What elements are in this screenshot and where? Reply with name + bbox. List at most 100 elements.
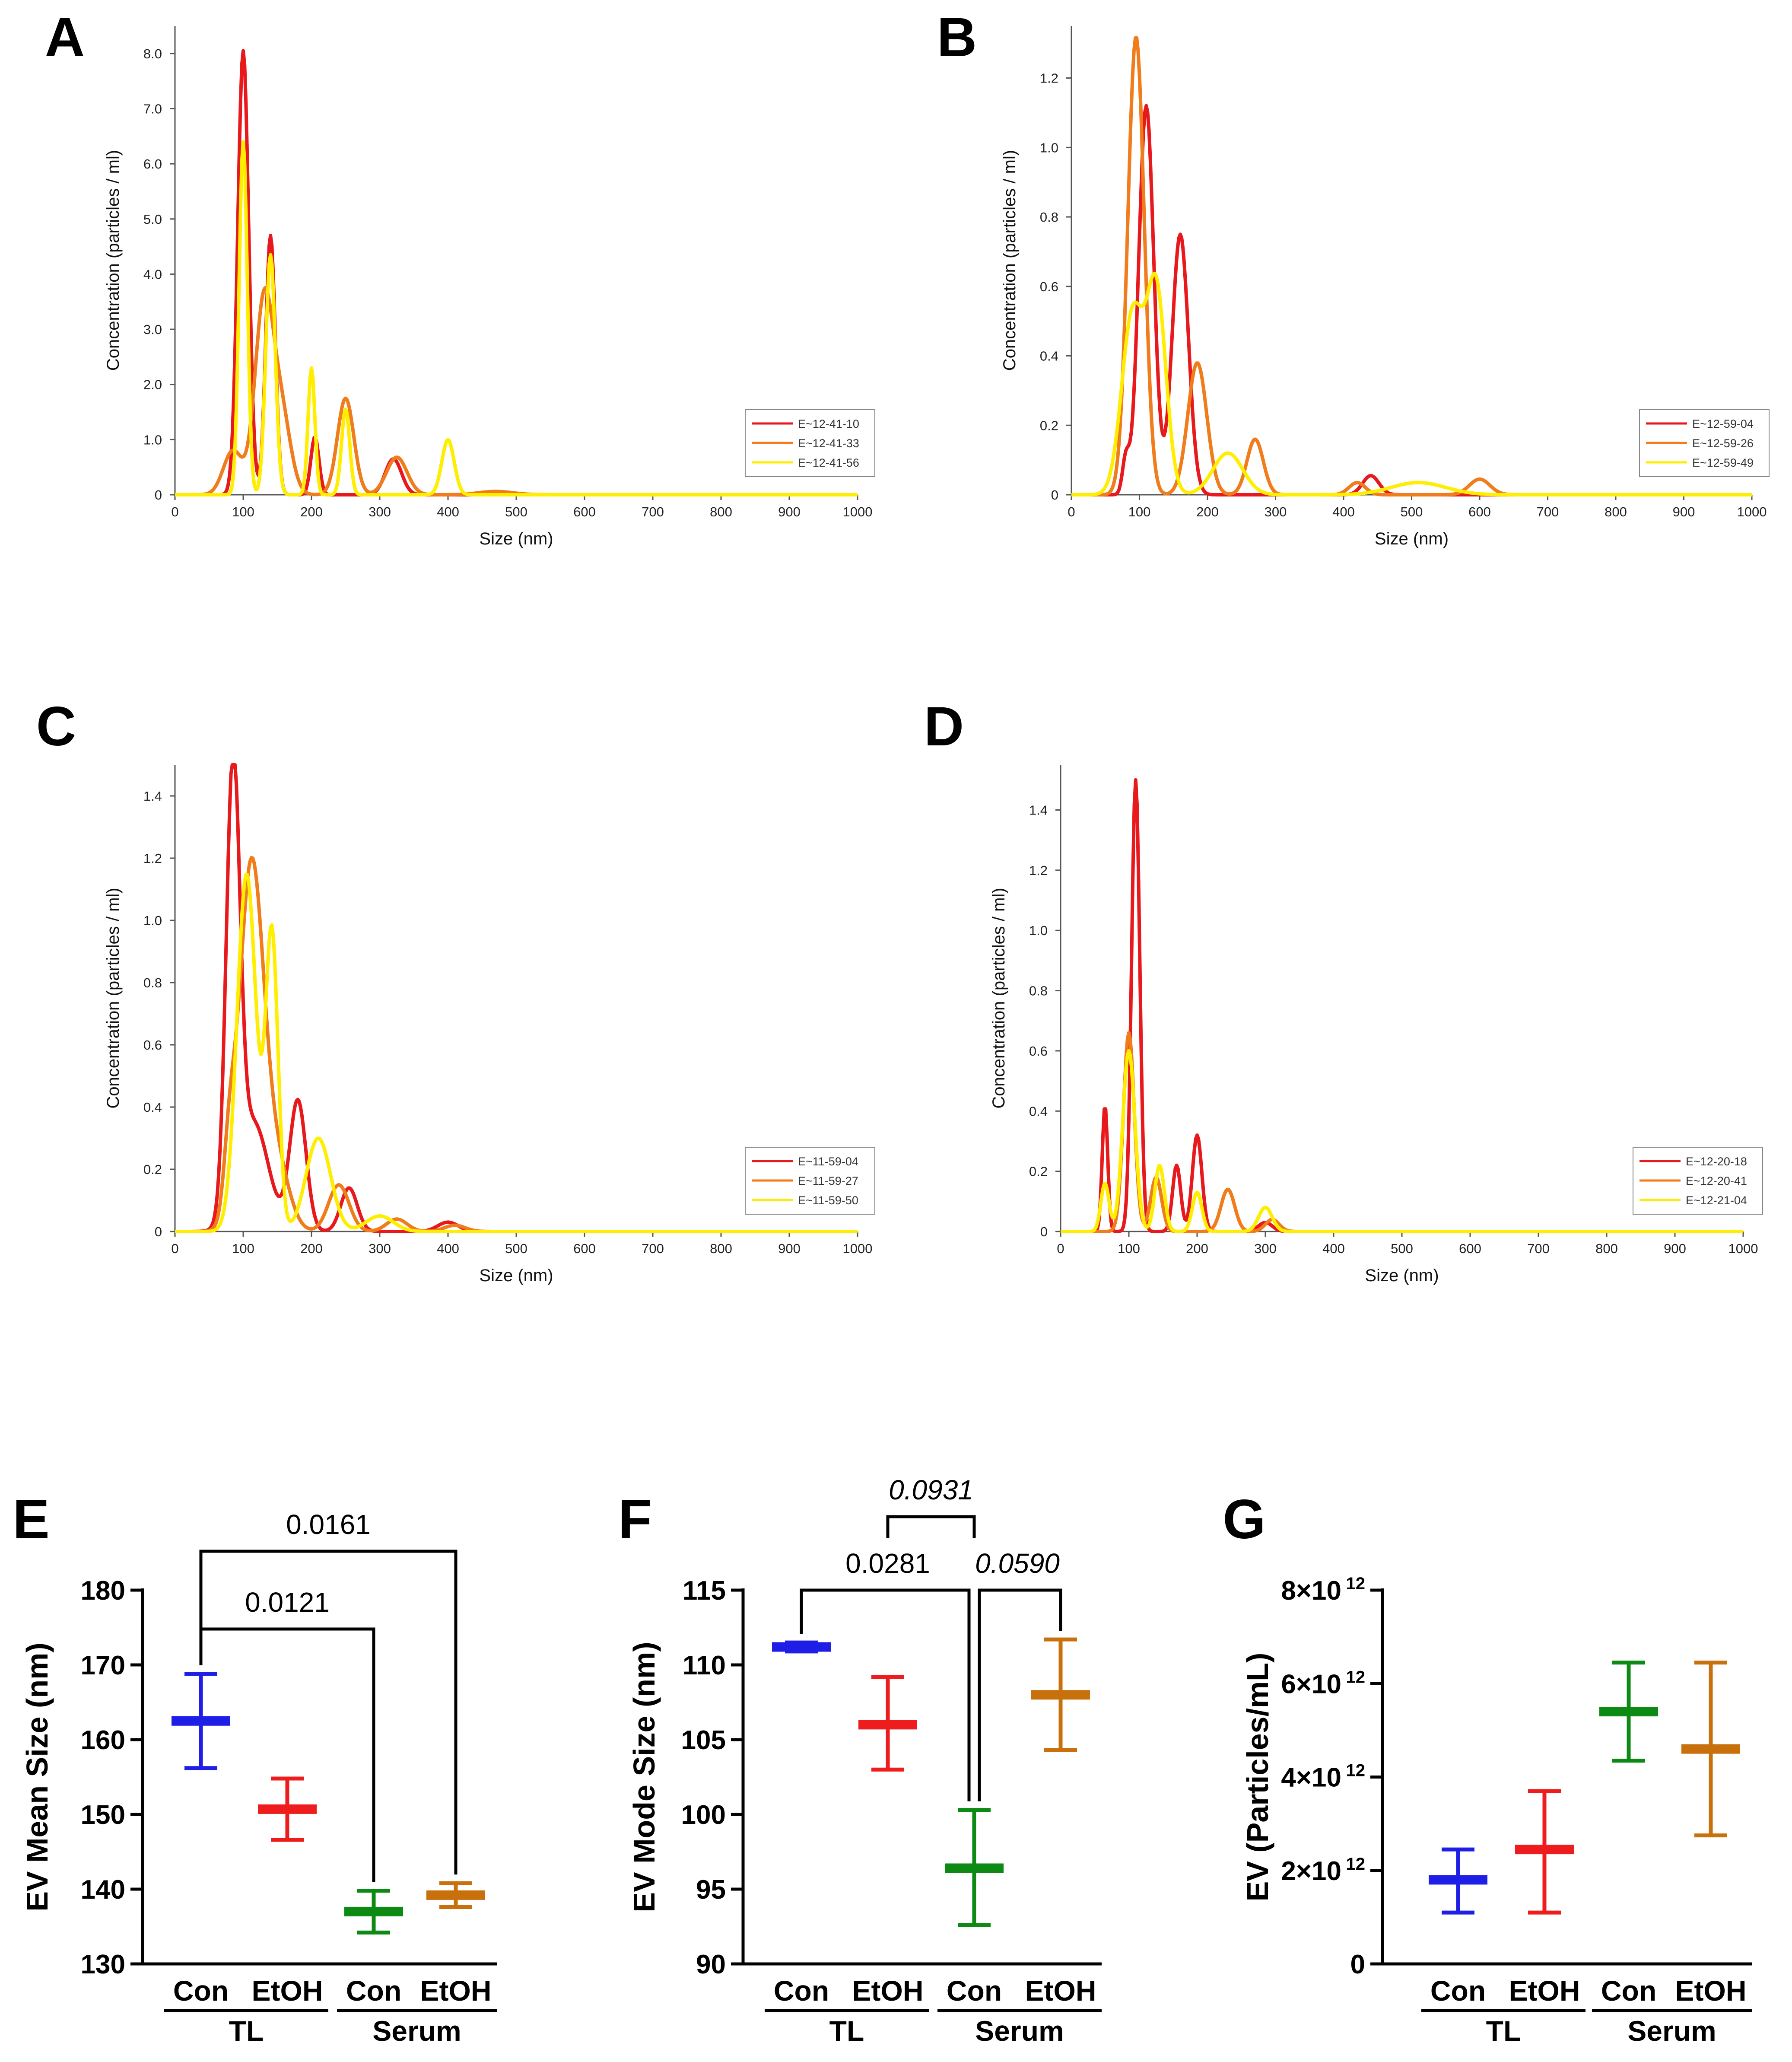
legend: E~12-59-04 E~12-59-26 E~12-59-49 [1639, 409, 1770, 477]
y-tick-label: 0.4 [1040, 349, 1058, 364]
x-tick-label: 400 [437, 1241, 459, 1256]
group-label: Serum [975, 2015, 1064, 2047]
legend-label: E~12-59-26 [1692, 437, 1754, 450]
y-tick-exponent: 12 [1346, 1855, 1366, 1874]
x-tick-label: 300 [369, 1241, 391, 1256]
series-line-3 [175, 872, 858, 1233]
x-tick-label: 100 [1118, 1241, 1140, 1256]
y-tick-label: 0.2 [1029, 1164, 1048, 1179]
y-tick-label: 1.0 [143, 913, 162, 928]
y-tick-label: 0.8 [143, 975, 162, 990]
panel-letter: A [45, 6, 85, 68]
y-tick-label: 95 [696, 1875, 726, 1905]
x-tick-label: 900 [778, 1241, 801, 1256]
panel-letter: C [36, 696, 76, 757]
x-tick-label: 0 [1057, 1241, 1064, 1256]
chart-panel-b: B 0 100 200 300 400 500 600 700 800 900 1000 0 0.2 0.4… [937, 6, 1770, 548]
x-tick-label: 100 [1128, 504, 1151, 519]
y-tick-label: 0.8 [1029, 983, 1048, 999]
y-tick-label: 1.4 [143, 789, 162, 804]
x-tick-label: 600 [1468, 504, 1491, 519]
category-label: EtOH [1675, 1975, 1747, 2007]
x-tick-label: 400 [437, 504, 459, 519]
y-axis-title: Concentration (particles / ml) [1000, 150, 1019, 371]
y-tick-label: 0.2 [143, 1162, 162, 1177]
x-tick-label: 900 [778, 504, 801, 519]
x-tick-label: 700 [1537, 504, 1559, 519]
category-label: EtOH [1509, 1975, 1580, 2007]
legend-label: E~12-59-04 [1692, 417, 1754, 430]
y-tick-label: 1.4 [1029, 803, 1048, 818]
y-tick-label: 0 [155, 1224, 162, 1239]
y-tick-label: 1.2 [143, 851, 162, 866]
y-axis-title: Concentration (particles / ml) [989, 888, 1008, 1108]
x-axis-title: Size (nm) [479, 1266, 553, 1285]
category-label: EtOH [252, 1975, 323, 2007]
y-tick-label: 0.6 [1040, 279, 1058, 294]
legend-label: E~12-41-56 [798, 456, 859, 469]
x-tick-label: 0 [171, 1241, 178, 1256]
y-axis-title: Concentration (particles / ml) [104, 150, 123, 371]
x-axis-title: Size (nm) [1365, 1266, 1439, 1285]
chart-panel-c: C 0 100 200 300 400 500 600 700 800 900 1000 0 0.2 0.4… [36, 696, 875, 1285]
x-tick-label: 600 [573, 1241, 596, 1256]
legend-label: E~11-59-50 [798, 1194, 858, 1207]
chart-panel-e: E 130 140 150 160 170 180 EV Mean Size (nm) Con E… [13, 1489, 497, 2047]
x-tick-label: 200 [300, 504, 323, 519]
category-label: EtOH [852, 1975, 924, 2007]
y-tick-label: 0 [1051, 487, 1058, 503]
y-tick-label: 3.0 [143, 322, 162, 337]
legend-label: E~11-59-27 [798, 1174, 858, 1187]
y-tick-label: 1.2 [1029, 863, 1048, 878]
y-tick-label: 0 [155, 487, 162, 503]
y-tick-exponent: 12 [1346, 1761, 1366, 1780]
p-value-label: 0.0281 [845, 1548, 930, 1579]
y-tick-label: 170 [81, 1651, 125, 1680]
category-label: EtOH [420, 1975, 492, 2007]
y-tick-label: 1.0 [1040, 140, 1058, 155]
y-tick-label: 6×10 [1281, 1669, 1341, 1699]
x-tick-label: 1000 [1737, 504, 1767, 519]
panel-letter: F [618, 1489, 652, 1550]
chart-panel-f: F 90 95 100 105 110 115 EV Mode Size (nm) Con EtO… [618, 1474, 1102, 2047]
x-tick-label: 700 [642, 504, 664, 519]
p-value-label: 0.0161 [286, 1509, 371, 1540]
y-tick-label: 7.0 [143, 101, 162, 116]
significance-bracket [800, 1588, 971, 1801]
y-tick-label: 110 [683, 1651, 726, 1680]
category-label: Con [1601, 1975, 1656, 2007]
y-axis-title: EV Mean Size (nm) [20, 1642, 54, 1911]
series-line-3 [1071, 271, 1752, 496]
x-tick-label: 1000 [843, 504, 873, 519]
x-tick-label: 800 [710, 504, 732, 519]
chart-panel-d: D 0 100 200 300 400 500 600 700 800 900 1000 0 0.2 0.4… [924, 696, 1763, 1285]
y-axis-title: Concentration (particles / ml) [104, 888, 123, 1108]
y-tick-label: 4.0 [143, 267, 162, 282]
x-tick-label: 100 [232, 1241, 254, 1256]
y-tick-label: 90 [696, 1950, 726, 1979]
x-tick-label: 200 [1186, 1241, 1208, 1256]
legend: E~11-59-04 E~11-59-27 E~11-59-50 [745, 1147, 875, 1215]
panel-letter: G [1223, 1489, 1266, 1550]
y-tick-label: 115 [683, 1576, 726, 1606]
significance-bracket [886, 1515, 976, 1538]
x-tick-label: 100 [232, 504, 254, 519]
x-tick-label: 300 [1265, 504, 1287, 519]
legend: E~12-41-10 E~12-41-33 E~12-41-56 [745, 409, 875, 477]
y-tick-label: 180 [81, 1576, 125, 1606]
y-tick-label: 150 [81, 1800, 125, 1830]
x-tick-label: 600 [573, 504, 596, 519]
y-tick-exponent: 12 [1346, 1574, 1366, 1593]
y-tick-label: 0.4 [143, 1100, 162, 1115]
y-axis-title: EV (Particles/mL) [1241, 1653, 1274, 1902]
x-tick-label: 800 [1595, 1241, 1618, 1256]
p-value-label: 0.0121 [245, 1587, 330, 1618]
x-tick-label: 500 [505, 504, 527, 519]
legend-label: E~12-41-33 [798, 437, 859, 450]
series-line-3 [175, 140, 858, 496]
y-tick-label: 2.0 [143, 377, 162, 392]
panel-letter: D [924, 696, 964, 757]
y-tick-label: 1.0 [143, 432, 162, 447]
y-tick-label: 0.2 [1040, 418, 1058, 433]
